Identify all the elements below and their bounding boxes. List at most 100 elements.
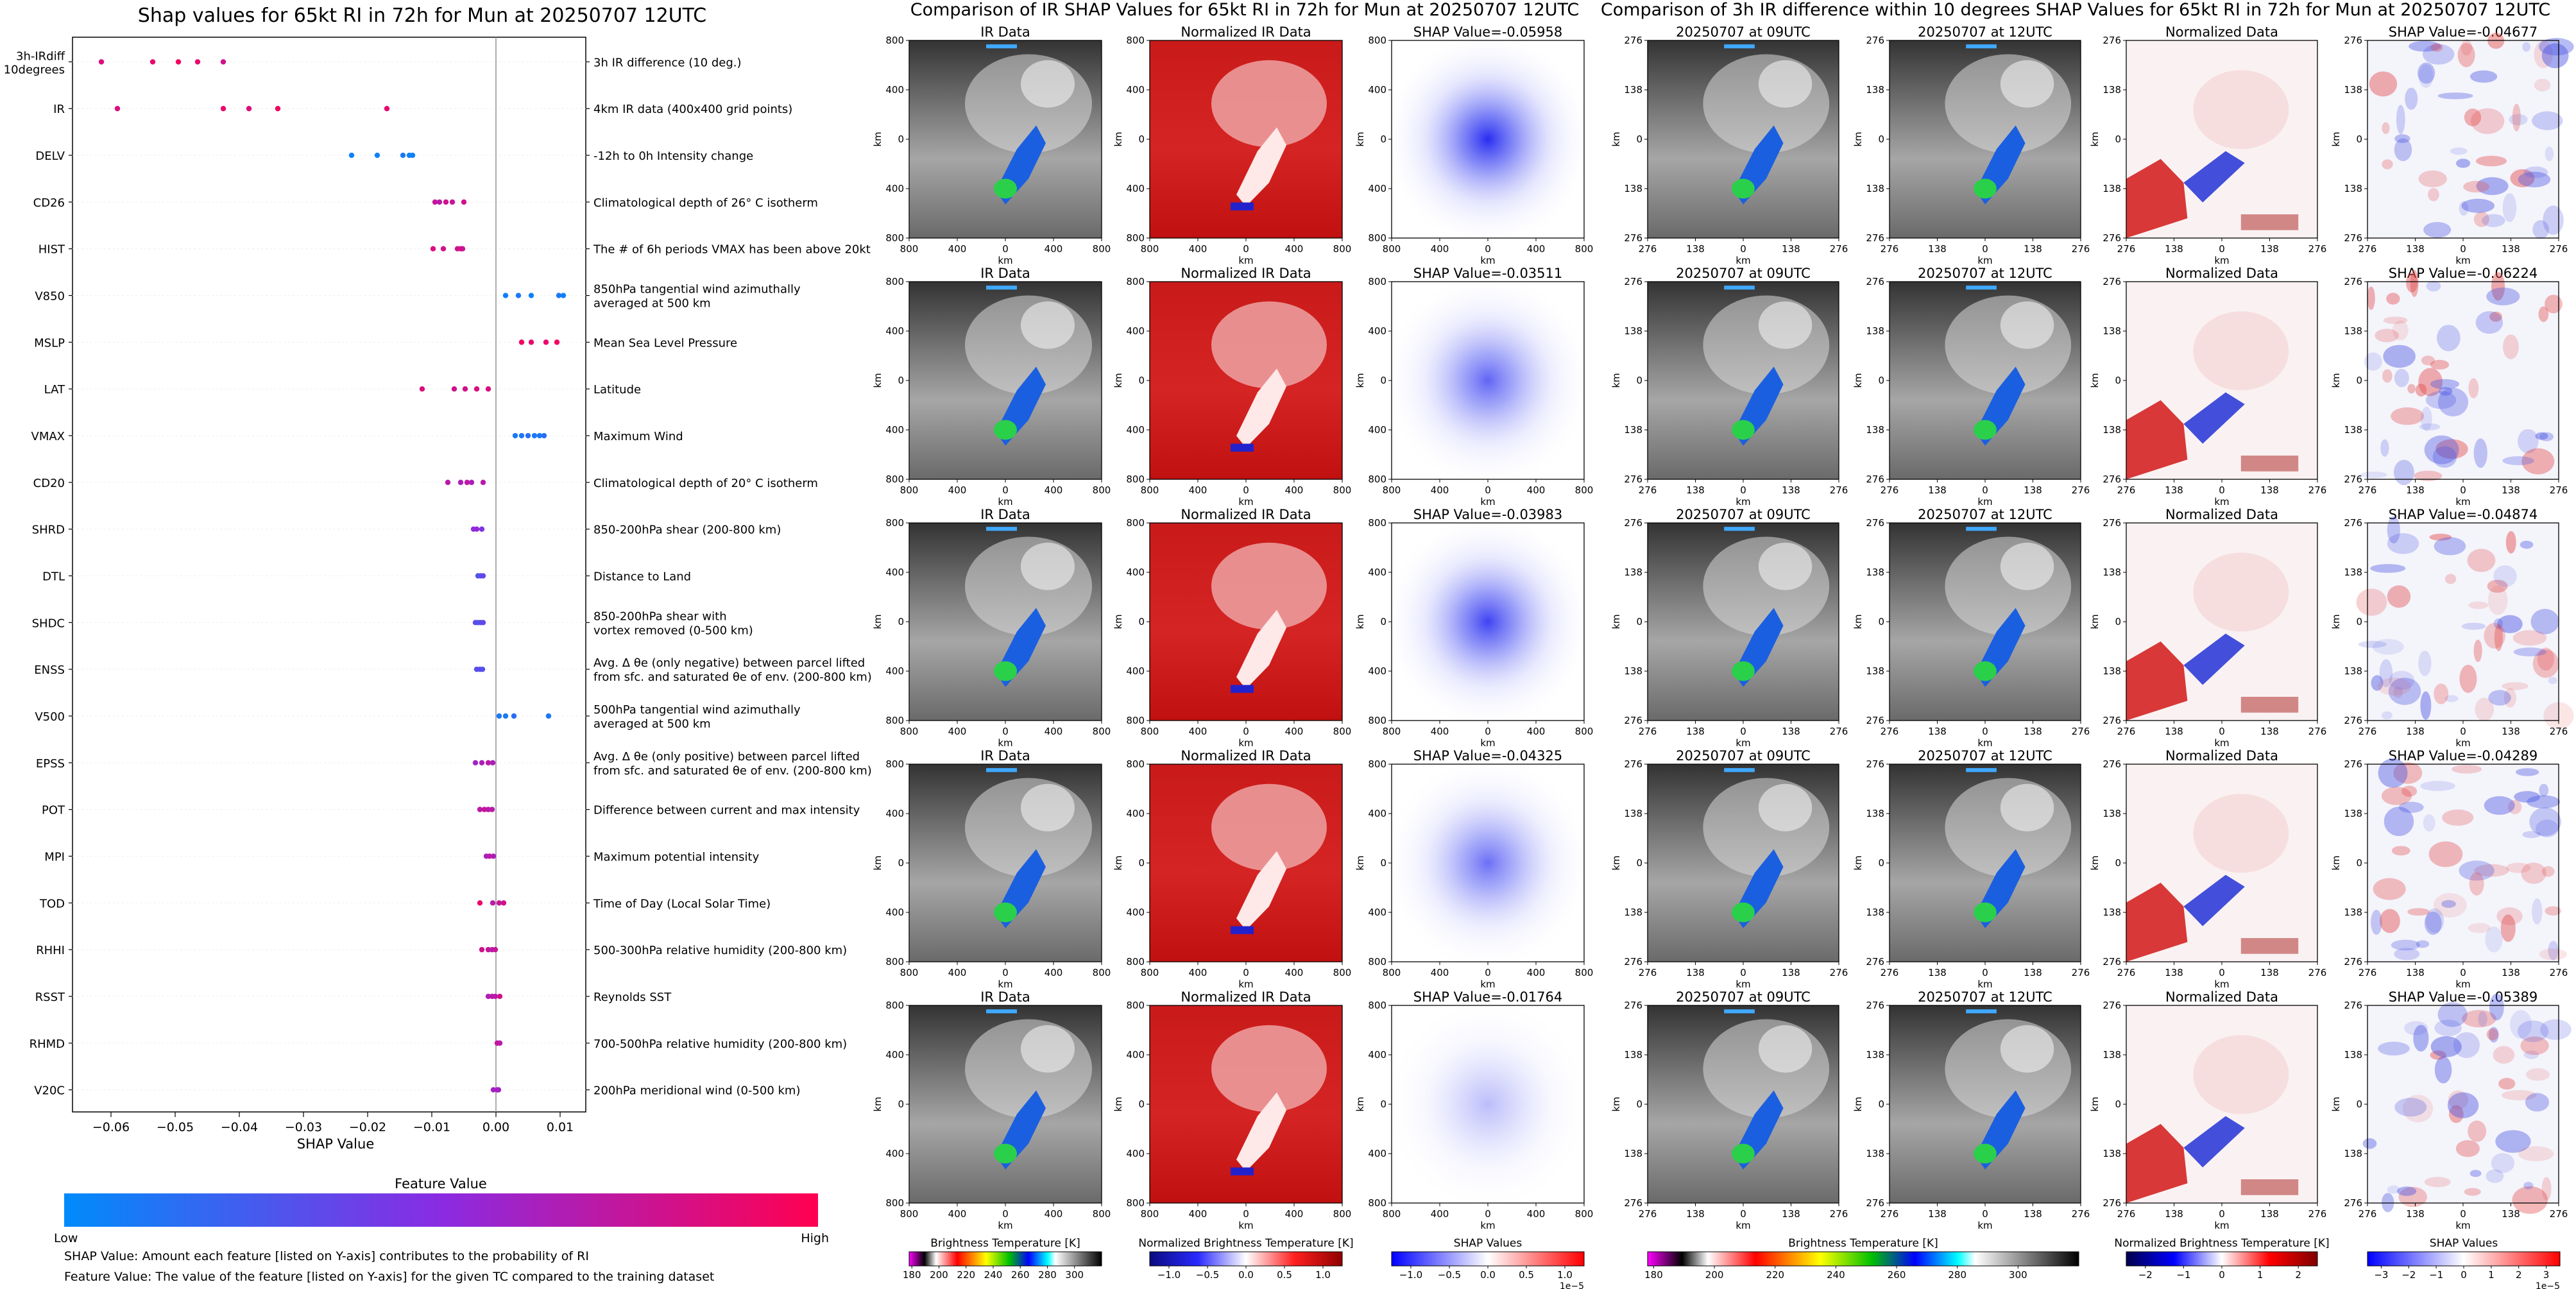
cloud-fragment (986, 286, 1017, 290)
shap-point (457, 246, 464, 252)
negative-shap-patch (2484, 796, 2515, 815)
panel-title-previous: 20250707 at 09UTC (1676, 24, 1811, 40)
y-tick-label: 400 (885, 183, 904, 194)
y-tick-label: 400 (1368, 665, 1386, 677)
x-tick-label: 276 (2072, 484, 2090, 496)
x-axis-label: km (1977, 1220, 1992, 1231)
shap-point (511, 713, 517, 719)
x-axis-label: km (2214, 1220, 2229, 1231)
x-tick-label: 0 (1243, 243, 1249, 255)
positive-shap-patch (2500, 914, 2516, 943)
negative-shap-patch (2513, 647, 2547, 657)
y-tick-label: 276 (2344, 715, 2362, 726)
x-tick-label: 400 (948, 1208, 967, 1220)
x-tick-label: 400 (1189, 726, 1207, 737)
negative-shap-patch (2539, 432, 2554, 441)
colorbar-tick-label: −0.5 (1438, 1269, 1461, 1281)
shap-point (536, 432, 543, 439)
positive-shap-patch (2498, 1077, 2516, 1090)
shap-point (554, 339, 560, 345)
positive-shap-patch (2369, 71, 2398, 97)
y-tick-label: 0 (1636, 375, 1642, 386)
y-tick-label: 400 (885, 1148, 904, 1159)
x-tick-label: 400 (948, 243, 967, 255)
x-tick-label: 138 (2024, 243, 2042, 255)
x-tick-label: −0.02 (349, 1120, 386, 1134)
cloud-swirl (1758, 60, 1813, 108)
y-tick-label: 400 (1126, 84, 1145, 96)
negative-shap-patch (2522, 831, 2541, 839)
y-tick-label: 400 (885, 84, 904, 96)
feature-value-title: Feature Value (395, 1176, 487, 1191)
y-tick-label: 0 (2356, 1098, 2362, 1110)
positive-shap-patch (2455, 1140, 2480, 1157)
negative-shap-patch (2453, 1032, 2480, 1059)
x-tick-label: 138 (1928, 243, 1947, 255)
cooling-region (2183, 633, 2245, 685)
negative-shap-patch (2416, 940, 2430, 948)
x-axis-label: km (1238, 496, 1253, 508)
negative-shap-patch (2493, 618, 2503, 629)
cold-cloud-core (994, 178, 1017, 199)
panel-title-normalized: Normalized IR Data (1181, 266, 1311, 281)
negative-shap-patch (2420, 691, 2432, 720)
x-axis-label: km (1977, 255, 1992, 266)
negative-shap-patch (2379, 659, 2393, 688)
warm-anomaly (1211, 60, 1327, 148)
y-axis-label: km (2330, 855, 2342, 870)
negative-shap-patch (2545, 146, 2554, 162)
y-tick-label: 800 (1126, 1000, 1145, 1011)
y-tick-label: 800 (885, 715, 904, 726)
positive-shap-patch (2382, 159, 2393, 169)
cloud-swirl (1021, 783, 1075, 832)
x-tick-label: 138 (2165, 967, 2183, 978)
x-tick-label: 138 (1928, 484, 1947, 496)
feature-description: 3h IR difference (10 deg.) (593, 56, 742, 69)
shap-point (406, 152, 413, 158)
y-axis-label: km (872, 132, 883, 146)
x-tick-label: 400 (1189, 243, 1207, 255)
feature-label: ENSS (34, 663, 65, 677)
y-axis-label: km (2089, 855, 2101, 870)
cloud-swirl (1021, 301, 1075, 349)
colorbar-tick-label: −0.5 (1196, 1269, 1219, 1281)
x-axis-label: km (2455, 255, 2470, 266)
y-tick-label: 800 (1126, 276, 1145, 287)
y-axis-label: km (1610, 373, 1622, 388)
blue-anomaly (1231, 443, 1254, 452)
cold-anomaly (1236, 368, 1286, 448)
colorbar-tick-label: 0 (2461, 1269, 2467, 1281)
shap-point (440, 246, 447, 252)
x-tick-label: 0 (1243, 726, 1249, 737)
x-tick-label: 0 (1485, 1208, 1491, 1220)
x-tick-label: 276 (2358, 726, 2377, 737)
positive-shap-patch (2468, 378, 2479, 398)
x-axis-label: km (2214, 978, 2229, 990)
x-tick-label: 800 (1093, 1208, 1111, 1220)
positive-shap-patch (2414, 470, 2443, 481)
y-axis-label: km (1852, 373, 1864, 388)
feature-label: MSLP (34, 336, 65, 350)
x-tick-label: 400 (948, 726, 967, 737)
y-tick-label: 0 (1138, 857, 1145, 869)
negative-shap-patch (2360, 471, 2387, 479)
cooling-region (2183, 392, 2245, 444)
negative-shap-patch (2548, 941, 2559, 960)
shap-point (220, 106, 226, 112)
y-tick-label: 138 (1624, 424, 1642, 436)
weak-anomaly (2193, 311, 2289, 391)
colorbar-tick-label: 300 (1065, 1269, 1084, 1281)
negative-shap-patch (2486, 287, 2520, 305)
positive-shap-patch (2532, 649, 2559, 678)
colorbar-tick-label: 1.0 (1557, 1269, 1573, 1281)
positive-shap-patch (2503, 688, 2516, 708)
y-tick-label: 400 (1126, 1049, 1145, 1061)
positive-shap-patch (2407, 384, 2416, 394)
y-tick-label: 800 (1368, 758, 1386, 770)
x-tick-label: 138 (1686, 243, 1705, 255)
y-tick-label: 800 (1126, 715, 1145, 726)
x-tick-label: 276 (2117, 1208, 2136, 1220)
cloud-swirl (2000, 301, 2054, 349)
panel-title-diff-shap: SHAP Value=-0.04289 (2389, 748, 2538, 764)
y-tick-label: 276 (2344, 1197, 2362, 1209)
